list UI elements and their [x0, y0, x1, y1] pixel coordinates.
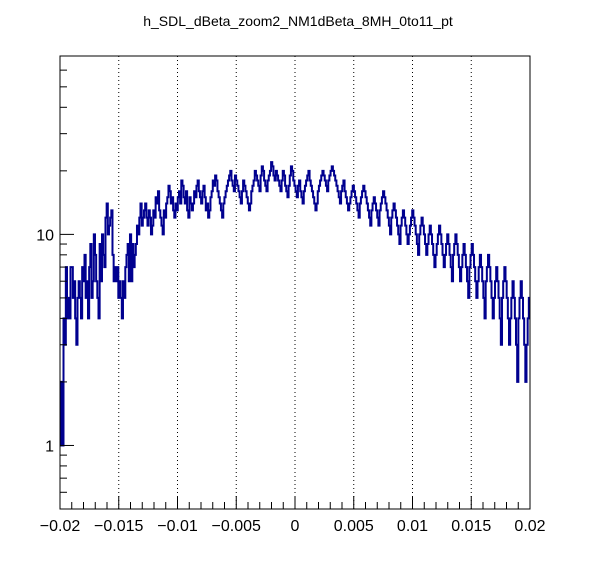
y-axis-tick-labels: 1 10: [36, 227, 54, 455]
x-tick-label: 0.02: [514, 518, 545, 535]
x-tick-label: −0.02: [40, 518, 81, 535]
x-axis-tick-labels: −0.02 −0.015 −0.01 −0.005 0 0.005 0.01 0.015 0.0…: [40, 518, 546, 535]
y-tick-label: 10: [36, 227, 54, 244]
x-axis-ticks: [59, 496, 531, 509]
x-tick-label: 0: [291, 518, 300, 535]
y-tick-label: 1: [45, 438, 54, 455]
x-tick-label: 0.005: [334, 518, 374, 535]
chart-title: h_SDL_dBeta_zoom2_NM1dBeta_8MH_0to11_pt: [143, 13, 453, 29]
x-gridlines: [118, 56, 472, 509]
histogram-line: [60, 161, 530, 447]
x-tick-label: 0.015: [451, 518, 491, 535]
x-tick-label: −0.005: [212, 518, 261, 535]
x-tick-label: −0.015: [94, 518, 143, 535]
x-tick-label: −0.01: [157, 518, 198, 535]
y-axis-ticks: [60, 55, 74, 510]
x-tick-label: 0.01: [397, 518, 428, 535]
plot-frame: [59, 55, 531, 510]
